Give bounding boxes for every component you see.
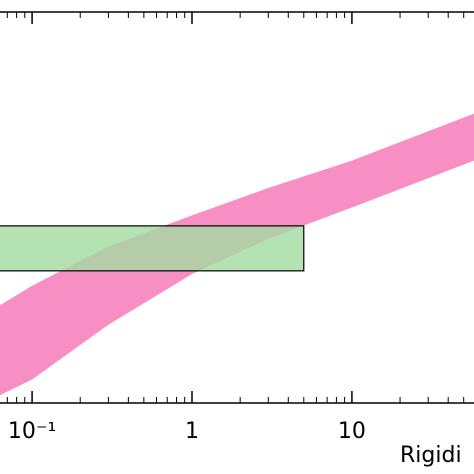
box: [0, 225, 305, 272]
x-tick-label: 10: [338, 419, 366, 444]
x-tick-label: 1: [185, 419, 199, 444]
plot-area: [0, 113, 474, 396]
x-axis-label: Rigidi: [400, 443, 462, 468]
band: [0, 113, 474, 396]
x-tick-label: 10⁻¹: [8, 419, 56, 444]
